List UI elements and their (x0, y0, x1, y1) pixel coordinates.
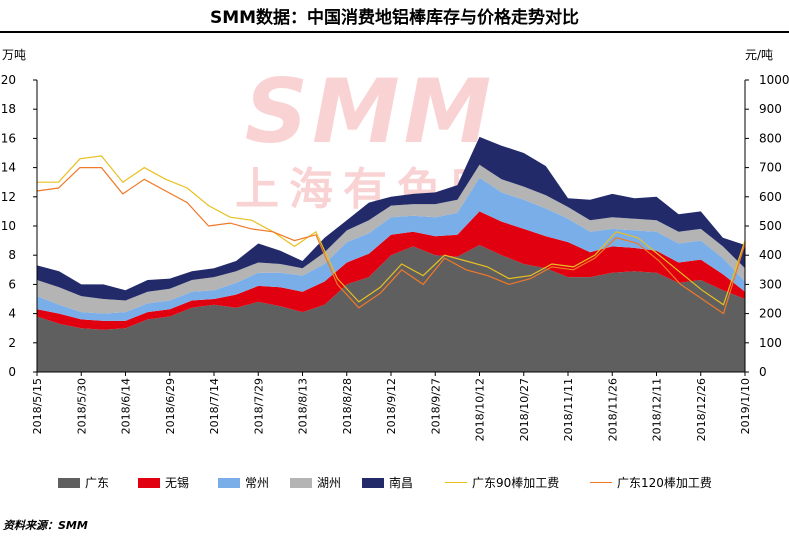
left-tick-label: 16 (1, 131, 16, 145)
x-tick-label: 2018/7/29 (252, 378, 265, 434)
right-tick-label: 500 (759, 219, 782, 233)
x-tick-label: 2018/8/28 (341, 378, 354, 434)
right-tick-label: 0 (759, 365, 767, 379)
legend-item: 无锡 (138, 474, 189, 491)
right-tick-label: 700 (759, 161, 782, 175)
legend-label: 湖州 (317, 476, 342, 490)
line-series-2 (36, 167, 746, 315)
area-series-1 (37, 245, 745, 372)
chart-legend: 广东 无锡 常州 湖州 南昌 广东90棒加工费 广东120棒加工费 (50, 474, 770, 492)
right-tick-label: 400 (759, 248, 782, 262)
right-tick-label: 1000 (759, 73, 789, 87)
legend-swatch (362, 477, 384, 488)
title-divider (0, 31, 789, 33)
legend-label: 无锡 (165, 476, 190, 490)
legend-label: 南昌 (389, 476, 414, 490)
x-tick-label: 2019/1/10 (739, 378, 752, 434)
legend-item: 广东120棒加工费 (590, 474, 712, 491)
left-tick-label: 4 (8, 307, 16, 321)
x-tick-label: 2018/6/29 (164, 378, 177, 434)
left-tick-label: 8 (8, 248, 16, 262)
right-tick-label: 800 (759, 131, 782, 145)
legend-item: 广东90棒加工费 (445, 474, 559, 491)
left-tick-label: 10 (1, 219, 16, 233)
x-tick-label: 2018/11/26 (606, 378, 619, 441)
left-axis-unit: 万吨 (2, 48, 26, 62)
x-tick-label: 2018/9/12 (385, 378, 398, 434)
legend-swatch (445, 482, 467, 483)
legend-label: 广东 (85, 476, 110, 490)
x-tick-label: 2018/5/30 (75, 378, 88, 434)
legend-swatch (290, 477, 312, 488)
right-tick-label: 300 (759, 277, 782, 291)
left-tick-label: 14 (1, 161, 16, 175)
right-tick-label: 100 (759, 336, 782, 350)
legend-item: 南昌 (362, 474, 413, 491)
x-tick-label: 2018/12/11 (651, 378, 664, 441)
line-series-1 (37, 155, 746, 306)
legend-swatch (590, 482, 612, 483)
legend-label: 广东120棒加工费 (617, 476, 712, 490)
x-tick-label: 2018/8/13 (297, 378, 310, 434)
legend-item: 常州 (218, 474, 269, 491)
x-tick-label: 2018/10/27 (518, 378, 531, 441)
legend-label: 常州 (245, 476, 270, 490)
x-tick-label: 2018/5/15 (31, 378, 44, 434)
left-tick-label: 0 (8, 365, 16, 379)
legend-item: 广东 (58, 474, 109, 491)
left-tick-label: 6 (8, 277, 16, 291)
x-tick-label: 2018/12/26 (695, 378, 708, 441)
legend-swatch (218, 477, 240, 488)
x-tick-label: 2018/11/11 (562, 378, 575, 441)
x-tick-label: 2018/9/27 (429, 378, 442, 434)
legend-swatch (58, 477, 80, 488)
left-tick-label: 20 (1, 73, 16, 87)
x-tick-label: 2018/6/14 (120, 378, 133, 434)
legend-item: 湖州 (290, 474, 341, 491)
left-tick-label: 2 (8, 336, 16, 350)
right-tick-label: 600 (759, 190, 782, 204)
x-tick-label: 2018/10/12 (474, 378, 487, 441)
right-tick-label: 200 (759, 307, 782, 321)
right-axis-unit: 元/吨 (745, 48, 773, 62)
area-series-2 (37, 211, 745, 330)
x-tick-label: 2018/7/14 (208, 378, 221, 434)
legend-label: 广东90棒加工费 (472, 476, 560, 490)
right-tick-label: 900 (759, 102, 782, 116)
chart-title: SMM数据：中国消费地铝棒库存与价格走势对比 (209, 8, 580, 28)
source-note: 资料来源：SMM (3, 519, 88, 532)
legend-swatch (138, 477, 160, 488)
left-tick-label: 18 (1, 102, 16, 116)
left-tick-label: 12 (1, 190, 16, 204)
